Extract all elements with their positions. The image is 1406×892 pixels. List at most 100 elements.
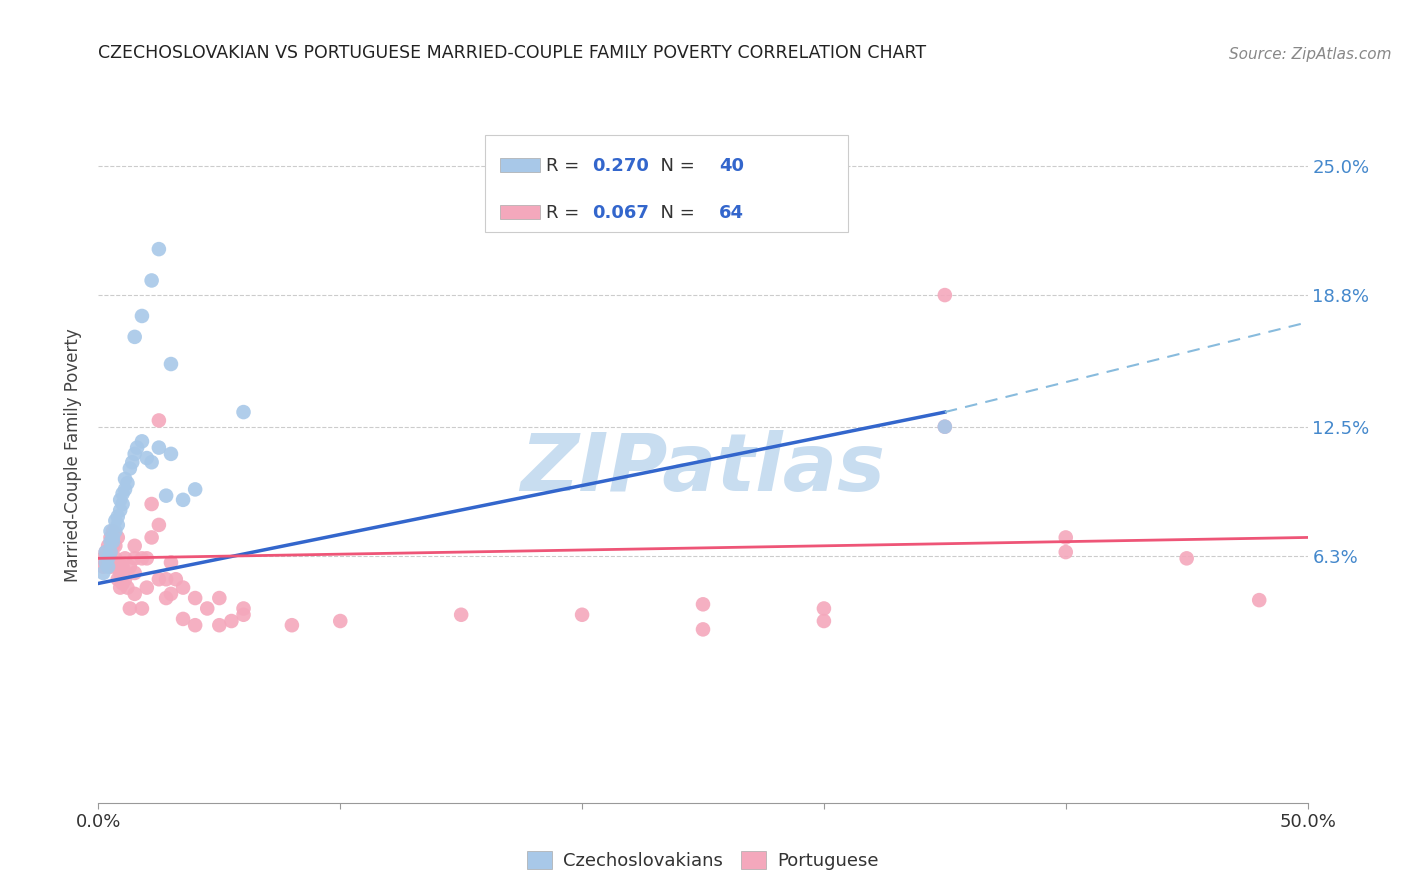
Point bbox=[104, 524, 127, 538]
Point bbox=[329, 614, 352, 628]
Text: N =: N = bbox=[648, 157, 700, 175]
Point bbox=[100, 534, 122, 549]
Point bbox=[100, 524, 122, 538]
Point bbox=[184, 618, 207, 632]
Point bbox=[232, 607, 254, 622]
Point bbox=[232, 601, 254, 615]
Text: N =: N = bbox=[648, 203, 700, 222]
Point bbox=[165, 572, 187, 586]
Point bbox=[91, 559, 114, 574]
Point bbox=[172, 492, 194, 507]
Point bbox=[114, 483, 136, 497]
Point bbox=[94, 556, 117, 570]
Point bbox=[100, 545, 122, 559]
Point bbox=[131, 434, 153, 449]
Point bbox=[101, 556, 124, 570]
Point bbox=[172, 581, 194, 595]
Point bbox=[111, 576, 134, 591]
Point bbox=[135, 451, 157, 466]
Point bbox=[114, 472, 136, 486]
Point bbox=[104, 551, 127, 566]
Point bbox=[148, 517, 170, 532]
Point bbox=[124, 587, 146, 601]
Point bbox=[148, 413, 170, 427]
Point bbox=[118, 559, 141, 574]
Point bbox=[117, 476, 139, 491]
Point bbox=[97, 551, 120, 566]
Point bbox=[100, 545, 122, 559]
Point bbox=[148, 441, 170, 455]
Point bbox=[172, 612, 194, 626]
Point bbox=[104, 539, 127, 553]
Point bbox=[101, 531, 124, 545]
Point bbox=[111, 486, 134, 500]
Point bbox=[221, 614, 243, 628]
Text: ZIPatlas: ZIPatlas bbox=[520, 430, 886, 508]
Text: 64: 64 bbox=[718, 203, 744, 222]
Point bbox=[208, 618, 231, 632]
Text: CZECHOSLOVAKIAN VS PORTUGUESE MARRIED-COUPLE FAMILY POVERTY CORRELATION CHART: CZECHOSLOVAKIAN VS PORTUGUESE MARRIED-CO… bbox=[98, 45, 927, 62]
Point bbox=[124, 539, 146, 553]
Point bbox=[108, 492, 131, 507]
Point bbox=[97, 539, 120, 553]
Point bbox=[104, 514, 127, 528]
FancyBboxPatch shape bbox=[501, 205, 540, 219]
Point bbox=[141, 531, 163, 545]
Point bbox=[107, 559, 129, 574]
Point bbox=[148, 242, 170, 256]
Point bbox=[1054, 545, 1077, 559]
Point bbox=[148, 572, 170, 586]
Point bbox=[94, 545, 117, 559]
Point bbox=[155, 591, 177, 605]
Point bbox=[124, 566, 146, 580]
Point bbox=[155, 489, 177, 503]
Text: 40: 40 bbox=[718, 157, 744, 175]
Text: 0.067: 0.067 bbox=[592, 203, 648, 222]
Point bbox=[1249, 593, 1271, 607]
Point bbox=[111, 497, 134, 511]
Point bbox=[114, 572, 136, 586]
Point bbox=[208, 591, 231, 605]
Point bbox=[100, 531, 122, 545]
Point bbox=[118, 461, 141, 475]
Point bbox=[94, 545, 117, 559]
Point bbox=[121, 455, 143, 469]
Point bbox=[111, 559, 134, 574]
Point bbox=[101, 524, 124, 538]
Point bbox=[107, 531, 129, 545]
Point bbox=[114, 551, 136, 566]
Point bbox=[135, 581, 157, 595]
Point bbox=[281, 618, 304, 632]
Text: R =: R = bbox=[546, 203, 585, 222]
FancyBboxPatch shape bbox=[501, 159, 540, 172]
Point bbox=[934, 419, 956, 434]
Point bbox=[131, 551, 153, 566]
Point bbox=[232, 405, 254, 419]
Point bbox=[1175, 551, 1198, 566]
Point bbox=[1054, 531, 1077, 545]
Point bbox=[571, 607, 593, 622]
Point bbox=[141, 497, 163, 511]
Point bbox=[934, 419, 956, 434]
Point bbox=[195, 601, 218, 615]
Legend: Czechoslovakians, Portuguese: Czechoslovakians, Portuguese bbox=[520, 844, 886, 877]
Point bbox=[118, 601, 141, 615]
Text: R =: R = bbox=[546, 157, 585, 175]
Point bbox=[97, 551, 120, 566]
Point bbox=[160, 556, 183, 570]
Point bbox=[107, 517, 129, 532]
Point bbox=[94, 556, 117, 570]
Point bbox=[124, 447, 146, 461]
Point bbox=[108, 503, 131, 517]
Point bbox=[107, 572, 129, 586]
Point bbox=[813, 614, 835, 628]
Point bbox=[91, 551, 114, 566]
Point bbox=[124, 551, 146, 566]
Point bbox=[97, 559, 120, 574]
FancyBboxPatch shape bbox=[485, 135, 848, 232]
Point bbox=[108, 566, 131, 580]
Point bbox=[692, 597, 714, 611]
Point bbox=[692, 623, 714, 637]
Point bbox=[813, 601, 835, 615]
Point bbox=[160, 587, 183, 601]
